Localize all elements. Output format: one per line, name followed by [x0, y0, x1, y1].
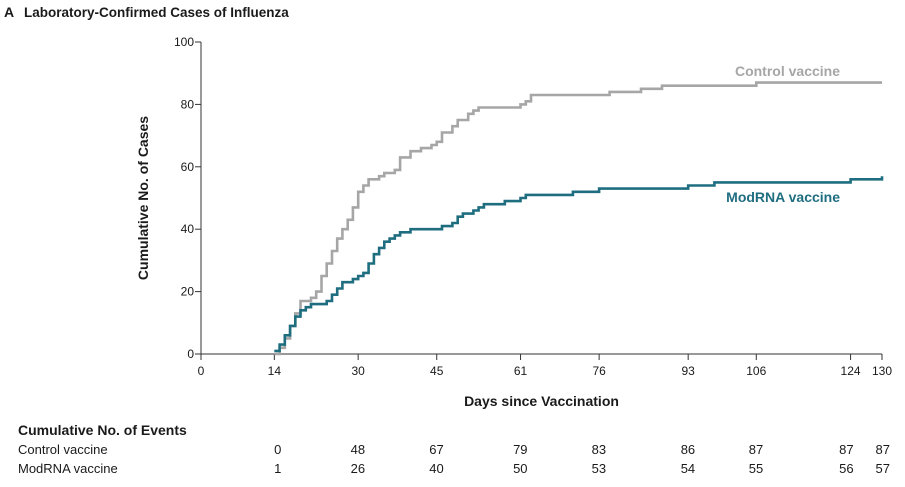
x-tick-label: 14: [268, 364, 282, 378]
events-cell: 1: [274, 461, 282, 476]
x-tick-label: 106: [746, 364, 766, 378]
y-tick-label: 60: [181, 160, 195, 174]
cumulative-cases-chart: 0 20 40 60 80 100 0 14 30 45 61 76 93 106 124 130 Contr…: [135, 35, 892, 409]
events-row-label: ModRNA vaccine: [18, 461, 118, 476]
events-cell: 50: [513, 461, 528, 476]
events-cell: 26: [350, 461, 366, 476]
x-tick-label: 0: [198, 364, 205, 378]
y-tick-label: 100: [174, 35, 194, 49]
control-vaccine-label: Control vaccine: [735, 63, 840, 79]
events-cell: 55: [748, 461, 764, 476]
modrna-vaccine-label: ModRNA vaccine: [726, 189, 840, 205]
axes: 0 20 40 60 80 100 0 14 30 45 61 76 93 106 124 130: [174, 35, 892, 378]
x-axis-label: Days since Vaccination: [464, 393, 619, 409]
x-tick-label: 76: [592, 364, 606, 378]
y-tick-label: 40: [181, 222, 195, 236]
control-vaccine-line: [274, 81, 882, 356]
panel-title: Laboratory-Confirmed Cases of Influenza: [24, 5, 289, 20]
x-tick-label: 30: [351, 364, 365, 378]
events-cell: 57: [875, 461, 890, 476]
events-cell: 40: [429, 461, 444, 476]
events-cell: 79: [513, 442, 528, 457]
series-lines: [274, 81, 884, 356]
x-tick-label: 61: [514, 364, 528, 378]
x-tick-label: 45: [430, 364, 444, 378]
events-cell: 54: [680, 461, 696, 476]
y-axis-label: Cumulative No. of Cases: [135, 116, 151, 280]
events-cell: 87: [748, 442, 764, 457]
x-tick-label: 93: [681, 364, 695, 378]
events-cell: 67: [429, 442, 444, 457]
events-cell: 86: [680, 442, 696, 457]
axis-labels: Control vaccine ModRNA vaccine Days since …: [135, 63, 840, 409]
events-cell: 87: [839, 442, 854, 457]
events-table-title: Cumulative No. of Events: [18, 422, 187, 438]
y-tick-label: 80: [181, 97, 195, 111]
x-tick-label: 130: [872, 364, 892, 378]
modrna-vaccine-line: [274, 176, 884, 353]
events-cell: 87: [875, 442, 890, 457]
events-row-label: Control vaccine: [18, 442, 108, 457]
events-cell: 56: [839, 461, 854, 476]
y-tick-label: 0: [187, 347, 194, 361]
y-tick-label: 20: [181, 285, 195, 299]
panel-label: A: [4, 4, 15, 20]
events-cell: 0: [274, 442, 282, 457]
events-cell: 48: [350, 442, 366, 457]
events-cell: 53: [591, 461, 607, 476]
x-tick-label: 124: [841, 364, 861, 378]
events-cell: 83: [591, 442, 607, 457]
